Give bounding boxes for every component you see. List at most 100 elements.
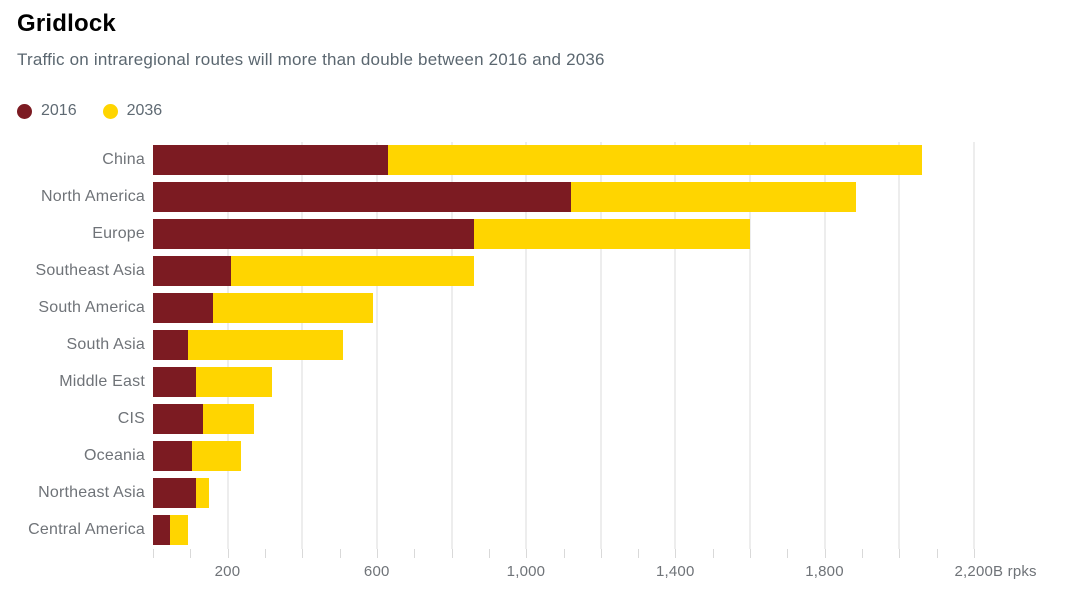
bar-segment-2036: [212, 293, 374, 324]
bar-segment-2016: [153, 219, 474, 250]
bar-segment-2016: [153, 367, 196, 398]
axis-tick-label: 600: [364, 563, 390, 580]
bar-row: Oceania: [17, 438, 1075, 475]
bar-row: South Asia: [17, 327, 1075, 364]
bar-chart: China North America Europe Southeast Asia So…: [17, 141, 1075, 589]
axis-tick-label: 1,000: [507, 563, 546, 580]
bar-row: Middle East: [17, 364, 1075, 401]
bar-row: Southeast Asia: [17, 253, 1075, 290]
axis-tick: [638, 548, 640, 558]
legend-label: 2016: [41, 102, 77, 120]
axis-tick: [376, 548, 378, 558]
bar-segment-2036: [203, 404, 254, 435]
axis-tick-value: 2,200: [954, 562, 994, 580]
chart-subtitle: Traffic on intraregional routes will mor…: [17, 49, 605, 69]
bar-row: Northeast Asia: [17, 475, 1075, 512]
axis-tick: [600, 548, 602, 558]
bar-segment-2016: [153, 293, 213, 324]
bar-track: [153, 256, 974, 287]
bar-segment-2016: [153, 441, 193, 472]
category-label: North America: [41, 188, 145, 206]
bar-segment-2016: [153, 404, 204, 435]
axis-tick: [488, 548, 490, 558]
axis-tick-value: 200: [214, 562, 241, 580]
axis-tick-label: 200: [215, 563, 241, 580]
category-label: Europe: [92, 225, 145, 243]
legend-swatch: [17, 103, 32, 119]
bar-segment-2016: [153, 478, 196, 509]
axis-tick: [936, 548, 938, 558]
bar-track: [153, 404, 974, 435]
bar-segment-2036: [473, 219, 751, 250]
axis-tick-value: 1,000: [506, 562, 546, 580]
bar-row: Central America: [17, 512, 1075, 549]
bar-segment-2016: [153, 182, 571, 213]
legend-swatch: [102, 103, 118, 119]
axis-tick: [526, 548, 528, 558]
bar-track: [153, 367, 974, 398]
bar-segment-2016: [153, 330, 189, 361]
axis-tick: [563, 548, 565, 558]
bar-row: CIS: [17, 401, 1075, 438]
bar-segment-2036: [192, 441, 241, 472]
bar-track: [153, 219, 974, 250]
bar-segment-2016: [153, 145, 389, 176]
legend-item-2016: 2016: [17, 102, 77, 120]
bar-segment-2036: [570, 182, 857, 213]
bar-segment-2036: [388, 145, 922, 176]
axis-tick: [339, 548, 341, 558]
axis-tick-value: 1,800: [805, 562, 844, 580]
axis-tick: [675, 548, 677, 558]
bar-segment-2016: [153, 515, 170, 546]
chart-legend: 2016 2036: [17, 102, 1075, 120]
chart-title: Gridlock: [17, 10, 116, 37]
bar-segment-2036: [195, 478, 209, 509]
gridline: [674, 141, 677, 549]
axis-tick: [302, 548, 304, 558]
axis-tick: [862, 548, 864, 558]
gridline: [375, 141, 378, 549]
category-label: Central America: [28, 521, 145, 539]
axis-unit-suffix: B rpks: [993, 562, 1037, 580]
bar-rows: China North America Europe Southeast Asia So…: [17, 142, 1075, 549]
bar-segment-2036: [188, 330, 344, 361]
x-axis: 200 600 1,000 1,400 1,800 2,200B rpks: [153, 548, 1053, 589]
bar-track: [153, 182, 974, 213]
axis-tick: [899, 548, 901, 558]
axis-tick-label: 1,800: [805, 563, 844, 580]
category-label: South America: [38, 299, 145, 317]
gridline: [599, 141, 602, 549]
bar-row: Europe: [17, 216, 1075, 253]
category-label: South Asia: [66, 336, 145, 354]
axis-tick: [190, 548, 192, 558]
bar-segment-2036: [231, 256, 474, 287]
axis-tick: [227, 548, 229, 558]
bar-track: [153, 515, 974, 546]
bar-track: [153, 145, 974, 176]
bar-track: [153, 441, 974, 472]
bar-segment-2016: [153, 256, 232, 287]
bar-row: China: [17, 142, 1075, 179]
gridline: [823, 141, 826, 549]
axis-tick-value: 1,400: [655, 562, 695, 580]
axis-tick: [414, 548, 416, 558]
category-label: CIS: [117, 410, 145, 428]
axis-tick: [750, 548, 752, 558]
axis-tick: [787, 548, 789, 558]
gridline: [749, 141, 752, 549]
axis-tick-label: 2,200B rpks: [955, 563, 1037, 580]
bar-segment-2036: [195, 367, 273, 398]
axis-tick: [153, 548, 154, 558]
axis-tick: [712, 548, 714, 558]
gridline: [450, 141, 453, 549]
legend-label: 2036: [126, 102, 163, 120]
bar-track: [153, 478, 974, 509]
gridline: [973, 141, 975, 549]
gridline: [525, 141, 528, 549]
bar-track: [153, 330, 974, 361]
axis-tick-label: 1,400: [656, 563, 695, 580]
bar-track: [153, 293, 974, 324]
legend-item-2036: 2036: [102, 102, 163, 120]
bar-segment-2036: [169, 515, 189, 546]
